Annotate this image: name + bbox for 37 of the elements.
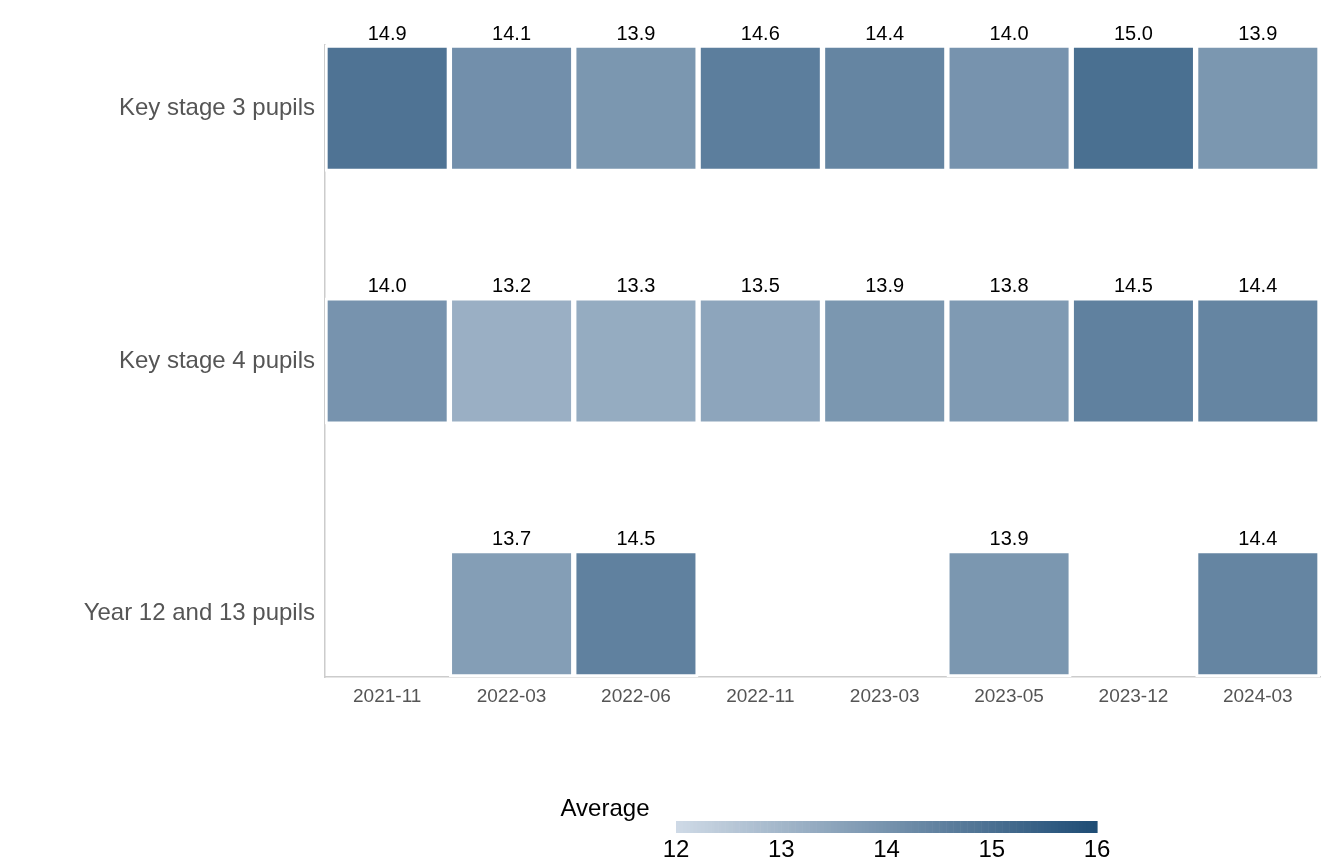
color-bar-label: 13 [767,835,795,860]
color-bar-label: 16 [1083,835,1111,860]
data-label: 14.0 [367,274,407,297]
legend-title: Average [560,794,650,821]
data-label: 13.7 [492,527,532,550]
data-label: 13.9 [1238,21,1278,44]
color-bar-label: 12 [662,835,690,860]
data-label: 13.9 [616,21,656,44]
data-label: 13.2 [492,274,532,297]
x-tick-label: 2022-03 [476,684,547,706]
color-bar-label: 14 [873,835,900,860]
y-tick-label: Key stage 4 pupils [118,345,315,373]
y-tick-label: Key stage 3 pupils [118,92,315,120]
x-tick-label: 2023-03 [849,684,920,706]
data-label: 14.5 [616,527,656,550]
color-bar-label: 15 [978,835,1006,860]
data-label: 13.5 [740,274,780,297]
data-label: 14.4 [865,21,905,44]
data-label: 14.5 [1113,274,1153,297]
data-label: 13.9 [865,274,905,297]
x-tick-label: 2023-12 [1098,684,1169,706]
x-tick-label: 2021-11 [353,684,422,706]
data-label: 14.9 [367,21,407,44]
data-label: 13.3 [616,274,656,297]
x-tick-label: 2022-11 [726,684,795,706]
data-label: 15.0 [1113,21,1153,44]
data-label: 14.1 [492,21,532,44]
data-label: 13.8 [989,274,1029,297]
x-tick-label: 2024-03 [1222,684,1293,706]
data-label: 14.6 [740,21,780,44]
data-label: 14.0 [989,21,1029,44]
data-label: 13.9 [989,527,1029,550]
data-label: 14.4 [1238,274,1278,297]
y-tick-label: Year 12 and 13 pupils [83,598,315,626]
x-tick-label: 2023-05 [974,684,1044,706]
x-tick-label: 2022-06 [601,684,671,706]
data-label: 14.4 [1238,527,1278,550]
